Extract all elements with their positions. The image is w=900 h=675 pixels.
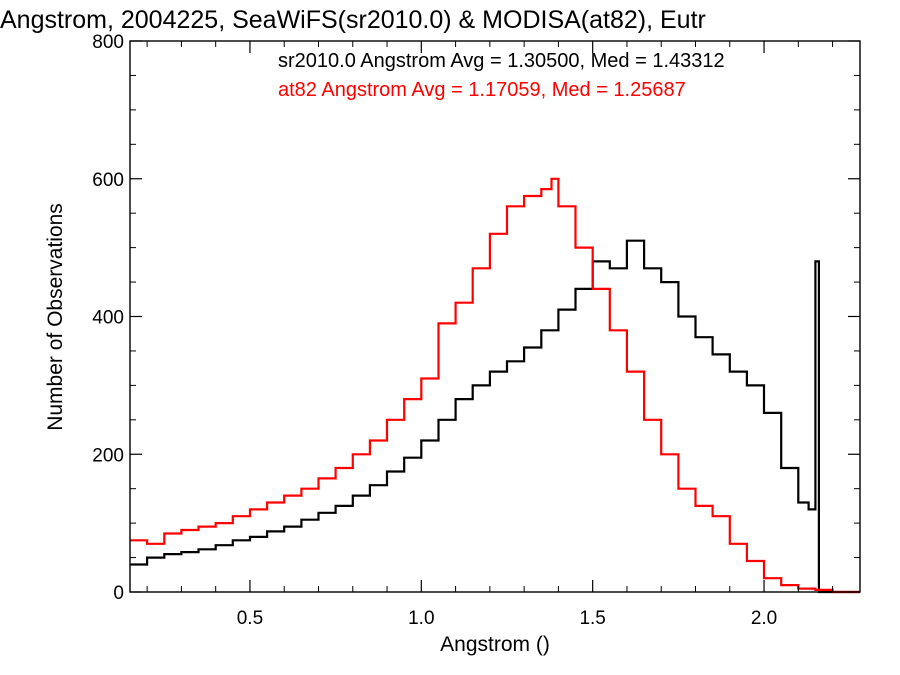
x-tick-label: 1.5: [579, 608, 605, 629]
x-axis-ticks: 0.5 1.0 1.5 2.0: [146, 41, 834, 629]
chart-title: Angstrom, 2004225, SeaWiFS(sr2010.0) & M…: [0, 6, 706, 34]
legend-entry-red: at82 Angstrom Avg = 1.17059, Med = 1.256…: [278, 79, 686, 101]
series-line-at82: [130, 177, 860, 594]
x-tick-label: 1.0: [408, 608, 434, 629]
series-layer: [130, 177, 860, 594]
y-axis-ticks: 0 200 400 600 800: [92, 32, 860, 604]
y-tick-label: 800: [92, 32, 124, 53]
y-tick-label: 0: [113, 583, 124, 604]
series-line-sr2010.0: [130, 239, 860, 594]
x-tick-label: 2.0: [751, 608, 777, 629]
x-tick-label: 0.5: [237, 608, 263, 629]
y-tick-label: 200: [92, 445, 124, 466]
legend-entry-black: sr2010.0 Angstrom Avg = 1.30500, Med = 1…: [278, 50, 725, 72]
x-axis-label: Angstrom (): [440, 633, 550, 656]
y-tick-label: 400: [92, 308, 124, 329]
y-tick-label: 600: [92, 170, 124, 191]
plot-frame: [129, 40, 861, 593]
y-axis-label: Number of Observations: [44, 203, 67, 431]
